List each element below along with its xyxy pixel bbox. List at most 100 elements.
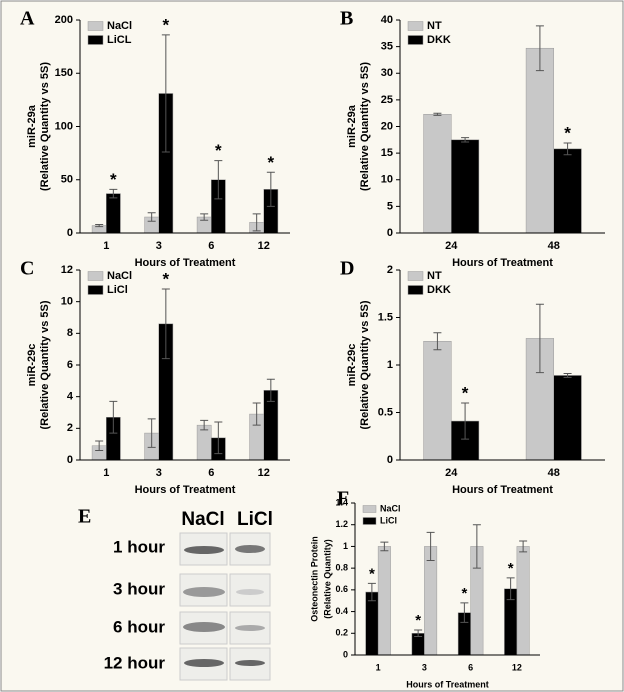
legend-label: LiCL [107, 34, 132, 46]
panel-label: C [20, 258, 34, 280]
y-tick-label: 0 [343, 649, 348, 659]
y-tick-label: 12 [61, 264, 73, 276]
x-tick-label: 48 [548, 240, 560, 252]
y-axis-label: (Relative Quantity vs 5S) [359, 62, 371, 191]
bar [424, 546, 438, 656]
error-bar [161, 288, 170, 360]
blot-row: 3 hour [113, 579, 165, 598]
y-tick-label: 0 [387, 454, 393, 466]
y-tick-label: 5 [387, 200, 393, 212]
blot-row: 12 hour [104, 653, 166, 672]
legend-label: NaCl [107, 20, 132, 32]
x-tick-label: 24 [445, 240, 458, 252]
y-tick-label: 0 [67, 227, 73, 239]
error-bar [367, 582, 376, 602]
bar [423, 341, 452, 461]
y-tick-label: 0 [67, 454, 73, 466]
y-axis-label: miR-29a [26, 104, 38, 148]
panel-label: F [337, 488, 349, 510]
legend-swatch [407, 285, 424, 295]
legend-label: NaCl [380, 503, 401, 513]
blot-column: NaCl [181, 509, 224, 530]
bar [377, 546, 391, 656]
panel-label: E [78, 506, 91, 528]
error-bar [426, 531, 435, 562]
x-axis-label: Hours of Treatment [406, 679, 489, 689]
bar [423, 114, 452, 234]
error-bar [460, 602, 469, 623]
legend-swatch [407, 35, 424, 45]
error-bar [95, 223, 104, 228]
legend-swatch [87, 271, 104, 281]
error-bar [109, 400, 118, 434]
x-tick-label: 6 [208, 467, 214, 479]
legend-label: LiCl [107, 284, 128, 296]
error-bar [563, 142, 572, 156]
y-tick-label: 1.4 [335, 497, 348, 507]
y-tick-label: 25 [381, 94, 393, 106]
x-tick-label: 1 [376, 662, 381, 672]
legend-label: NaCl [107, 270, 132, 282]
y-tick-label: 200 [55, 14, 73, 26]
y-axis-label: miR-29c [26, 344, 38, 387]
legend-swatch [362, 505, 377, 513]
y-tick-label: 2 [67, 422, 73, 434]
y-tick-label: 30 [381, 67, 393, 79]
x-axis-label: Hours of Treatment [135, 257, 236, 269]
error-bar [200, 419, 209, 431]
error-bar [519, 540, 528, 553]
x-axis-label: Hours of Treatment [452, 484, 553, 496]
significance-mark: * [369, 565, 375, 582]
x-tick-label: 1 [103, 240, 109, 252]
significance-mark: * [462, 383, 469, 402]
significance-mark: * [508, 560, 514, 577]
legend-swatch [407, 21, 424, 31]
bar [451, 139, 480, 234]
y-tick-label: 1 [387, 359, 393, 371]
y-tick-label: 100 [55, 120, 73, 132]
error-bar [266, 378, 275, 402]
y-axis-label: miR-29c [346, 344, 358, 387]
legend-label: NT [427, 270, 442, 282]
y-tick-label: 20 [381, 120, 393, 132]
x-tick-label: 6 [468, 662, 473, 672]
significance-mark: * [163, 269, 170, 288]
bar [106, 193, 121, 234]
bar [516, 546, 530, 656]
y-tick-label: 0.4 [335, 606, 348, 616]
x-tick-label: 3 [156, 467, 162, 479]
error-bar [535, 303, 544, 374]
error-bar [414, 629, 423, 638]
y-tick-label: 1.2 [335, 519, 348, 529]
error-bar [472, 524, 481, 569]
y-tick-label: 8 [67, 327, 73, 339]
x-tick-label: 6 [208, 240, 214, 252]
error-bar [161, 34, 170, 153]
error-bar [380, 541, 389, 552]
x-tick-label: 24 [445, 467, 458, 479]
error-bar [214, 160, 223, 200]
y-axis-label: (Relative Quantity vs 5S) [39, 300, 51, 429]
y-axis-label: miR-29a [346, 104, 358, 148]
legend-swatch [362, 517, 377, 525]
error-bar [461, 402, 470, 440]
y-axis-label: (Relative Quantity vs 5S) [359, 300, 371, 429]
y-tick-label: 10 [381, 174, 393, 186]
significance-mark: * [415, 612, 421, 629]
significance-mark: * [215, 141, 222, 160]
error-bar [252, 402, 261, 426]
blot-frames [179, 532, 271, 681]
y-axis-label: (Relative Quantity) [322, 539, 332, 619]
y-tick-label: 40 [381, 14, 393, 26]
legend-swatch [407, 271, 424, 281]
blot-bands [183, 545, 265, 667]
error-bar [252, 213, 261, 232]
legend-label: NT [427, 20, 442, 32]
panel-label: B [340, 8, 353, 30]
error-bar [214, 421, 223, 455]
y-tick-label: 6 [67, 359, 73, 371]
